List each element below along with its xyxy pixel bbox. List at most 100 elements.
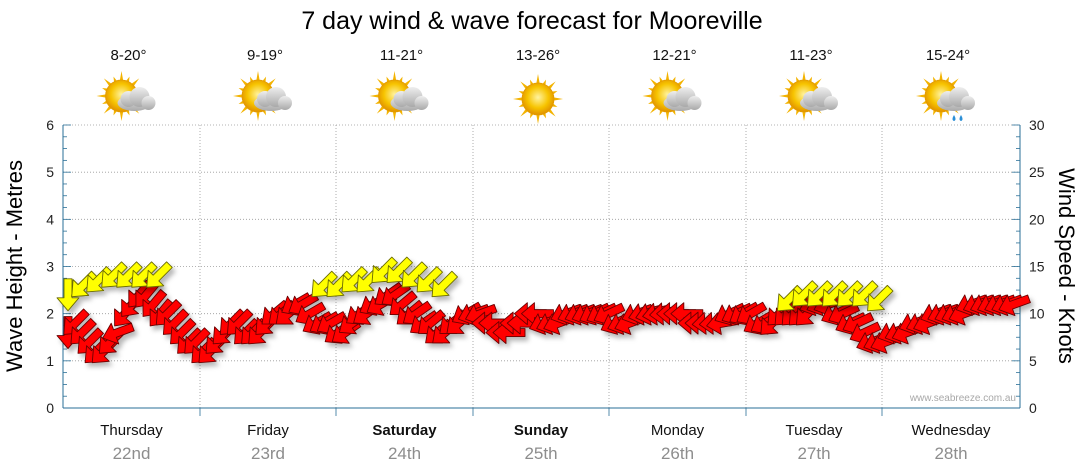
sun-ray xyxy=(939,110,943,121)
wind-series xyxy=(56,279,1031,364)
sun-ray xyxy=(536,74,540,85)
temperature-label: 11-21° xyxy=(380,47,423,64)
y-tick-label-left: 6 xyxy=(46,117,54,133)
sun-ray xyxy=(392,110,397,121)
y-tick-label-left: 0 xyxy=(46,400,54,416)
date-label: 24th xyxy=(388,444,421,463)
cloud xyxy=(390,87,429,111)
sun xyxy=(521,82,555,116)
wave-arrow xyxy=(867,284,894,312)
y-tick-label-right: 5 xyxy=(1029,353,1037,369)
wave-arrow-shape xyxy=(431,270,458,298)
rain-drop xyxy=(952,115,956,121)
cloud-part xyxy=(824,96,838,110)
partly-cloudy-icon xyxy=(96,71,156,121)
y-axis-left-label: Wave Height - Metres xyxy=(2,160,27,372)
partly-cloudy-rain-icon xyxy=(916,71,975,121)
wave-arrow xyxy=(146,261,173,288)
axes: 0 1 2 3 4 5 6 0 5 10 15 20 25 30 Thursday 22nd Friday 23r… xyxy=(46,117,1045,463)
sun-ray xyxy=(779,94,790,98)
date-label: 28th xyxy=(934,444,967,463)
sun-ray xyxy=(513,97,524,101)
wind-arrow xyxy=(102,322,135,345)
day-label: Saturday xyxy=(372,422,437,439)
sun-ray xyxy=(939,71,943,82)
wind-arrow xyxy=(998,294,1031,317)
sun-ray xyxy=(552,97,563,101)
sunny-icon xyxy=(513,74,563,124)
wave-arrow-shape xyxy=(146,261,173,288)
sun-ray xyxy=(119,71,124,82)
temperature-label: 9-19° xyxy=(247,47,283,64)
wave-arrow xyxy=(431,270,458,298)
cloud-part xyxy=(687,96,702,110)
sun-ray xyxy=(665,71,670,82)
grid xyxy=(63,124,1020,408)
sun-ray xyxy=(256,110,260,121)
wave-arrow xyxy=(56,278,80,312)
y-tick-label-right: 30 xyxy=(1029,117,1045,133)
chart-title: 7 day wind & wave forecast for Moorevill… xyxy=(301,7,762,35)
sun-ray xyxy=(96,94,107,98)
y-tick-label-right: 0 xyxy=(1029,400,1037,416)
wind-arrow-shape xyxy=(102,322,135,345)
wave-arrow-shape xyxy=(56,278,80,312)
temperature-label: 15-24° xyxy=(926,47,970,64)
y-tick-label-right: 25 xyxy=(1029,164,1045,180)
wave-series xyxy=(56,256,894,312)
cloud xyxy=(117,87,156,111)
date-label: 27th xyxy=(797,444,830,463)
partly-cloudy-icon xyxy=(233,71,292,121)
partly-cloudy-icon xyxy=(779,71,838,121)
cloud-part xyxy=(278,96,292,110)
y-tick-label-left: 3 xyxy=(46,259,54,275)
cloud xyxy=(663,87,702,111)
cloud xyxy=(254,87,292,111)
cloud xyxy=(937,87,975,111)
cloud-part xyxy=(961,96,975,110)
temperature-label: 8-20° xyxy=(110,47,146,64)
temperature-label: 12-21° xyxy=(652,47,696,64)
watermark: www.seabreeze.com.au xyxy=(909,393,1016,404)
y-axis-right-label: Wind Speed - Knots xyxy=(1054,168,1079,364)
rain-drop xyxy=(959,115,963,121)
day-label: Tuesday xyxy=(786,422,843,439)
y-tick-label-left: 5 xyxy=(46,164,54,180)
sun-ray xyxy=(665,110,670,121)
sun-ray xyxy=(642,94,653,98)
sun-ray xyxy=(802,71,806,82)
wind-arrow-shape xyxy=(998,294,1031,317)
day-label: Wednesday xyxy=(912,422,991,439)
sun-ray xyxy=(536,113,540,124)
date-label: 22nd xyxy=(113,444,151,463)
day-label: Thursday xyxy=(100,422,163,439)
y-tick-label-left: 2 xyxy=(46,306,54,322)
temperature-label: 11-23° xyxy=(789,47,832,64)
y-tick-label-right: 20 xyxy=(1029,211,1045,227)
temperature-label: 13-26° xyxy=(516,47,560,64)
date-label: 25th xyxy=(524,444,557,463)
partly-cloudy-icon xyxy=(369,71,429,121)
day-label: Friday xyxy=(247,422,289,439)
cloud-part xyxy=(141,96,156,110)
date-label: 23rd xyxy=(251,444,285,463)
sun-ray xyxy=(369,94,380,98)
sun-ray xyxy=(916,94,927,98)
wave-arrow-shape xyxy=(867,284,894,312)
sun-ray xyxy=(119,110,124,121)
y-tick-label-right: 10 xyxy=(1029,306,1045,322)
y-tick-label-right: 15 xyxy=(1029,259,1045,275)
day-label: Sunday xyxy=(514,422,569,439)
sun-ray xyxy=(802,110,806,121)
sun-ray xyxy=(256,71,260,82)
y-tick-label-left: 1 xyxy=(46,353,54,369)
cloud-part xyxy=(414,96,429,110)
date-label: 26th xyxy=(661,444,694,463)
sun-ray xyxy=(233,94,244,98)
sun-ray xyxy=(392,71,397,82)
day-label: Monday xyxy=(651,422,705,439)
cloud xyxy=(800,87,838,111)
weather-icons: 8-20° 9-19° 11-21° 13-26° 12-21° 11-23° 15-24° xyxy=(96,47,975,124)
y-tick-label-left: 4 xyxy=(46,211,54,227)
